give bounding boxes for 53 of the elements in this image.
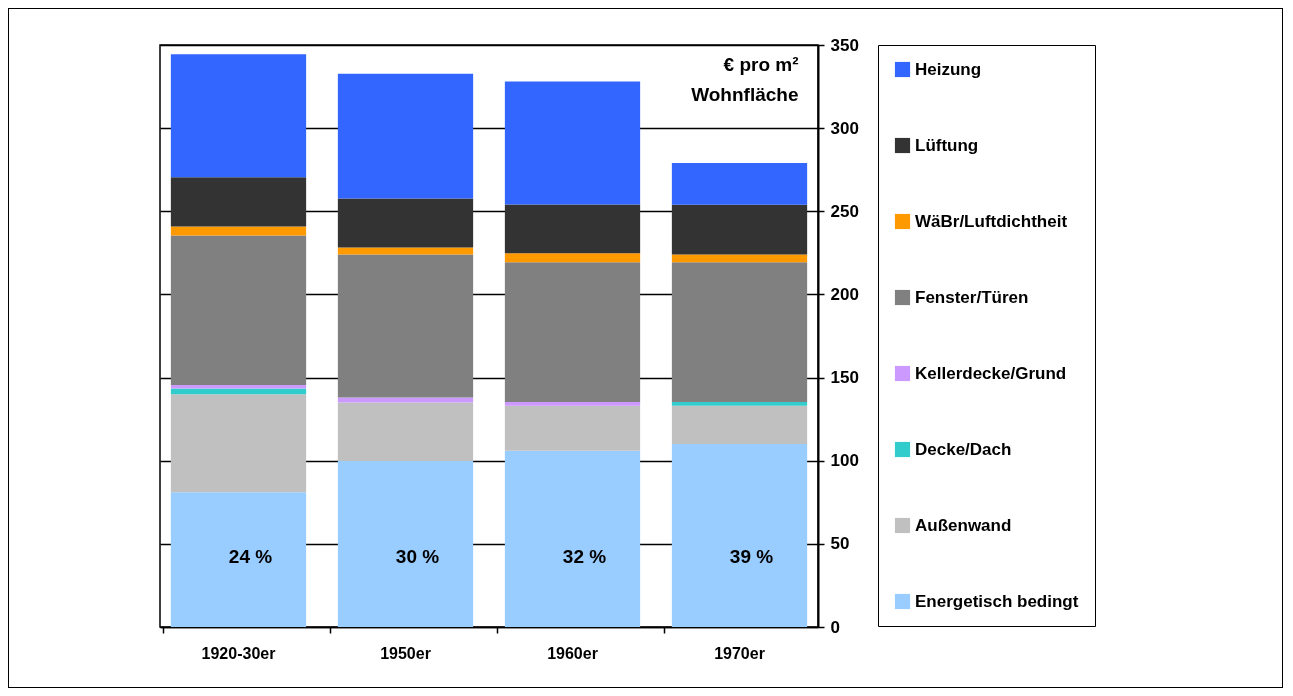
- annotation: 32 %: [562, 546, 607, 567]
- bar: [170, 394, 307, 493]
- bar: [170, 235, 307, 386]
- bar: [337, 247, 474, 255]
- legend-label: Fenster/Türen: [915, 287, 1029, 307]
- x-tick-label: 1960er: [547, 644, 598, 662]
- annotation: 39 %: [729, 546, 774, 567]
- legend-label: Decke/Dach: [915, 439, 1012, 459]
- bar: [671, 204, 808, 255]
- bar: [170, 385, 307, 389]
- legend-label: Heizung: [915, 59, 982, 79]
- y-tick-label: 300: [830, 118, 859, 138]
- bar: [671, 405, 808, 445]
- legend-label: Außenwand: [915, 515, 1012, 535]
- legend-label: Lüftung: [915, 135, 979, 155]
- y-tick-label: 100: [830, 451, 859, 471]
- y-tick-label: 150: [830, 368, 859, 388]
- y-axis-title: € pro m² Wohnfläche: [691, 53, 799, 105]
- bar: [504, 450, 641, 627]
- bar: [170, 177, 307, 227]
- x-tick-label: 1920-30er: [201, 644, 276, 662]
- annotation: 24 %: [228, 546, 273, 567]
- bar: [504, 81, 641, 205]
- bar: [337, 198, 474, 248]
- x-tick-label: 1950er: [380, 644, 431, 662]
- y-tick-label: 200: [830, 284, 859, 304]
- bar: [337, 254, 474, 398]
- bar: [337, 402, 474, 461]
- y-tick-label: 350: [830, 35, 859, 55]
- bar: [671, 444, 808, 627]
- bar: [504, 253, 641, 263]
- legend-label: Kellerdecke/Grund: [915, 363, 1067, 383]
- bar: [337, 460, 474, 627]
- bar: [337, 73, 474, 199]
- y-tick-label: 250: [830, 201, 859, 221]
- bar: [671, 163, 808, 205]
- bar: [671, 262, 808, 403]
- y-tick-label: 50: [830, 534, 850, 554]
- bar: [170, 388, 307, 395]
- bar: [170, 226, 307, 236]
- bar: [671, 402, 808, 406]
- bar: [504, 204, 641, 254]
- x-tick-label: 1970er: [714, 644, 765, 662]
- bar: [337, 397, 474, 403]
- legend-label: Energetisch bedingt: [915, 591, 1079, 611]
- annotation: 30 %: [395, 546, 440, 567]
- y-tick-label: 0: [830, 617, 840, 637]
- bar: [170, 54, 307, 178]
- bar: [170, 492, 307, 627]
- bar: [504, 402, 641, 406]
- bar: [504, 405, 641, 451]
- legend-label: WäBr/Luftdichtheit: [915, 211, 1068, 231]
- bar: [504, 262, 641, 403]
